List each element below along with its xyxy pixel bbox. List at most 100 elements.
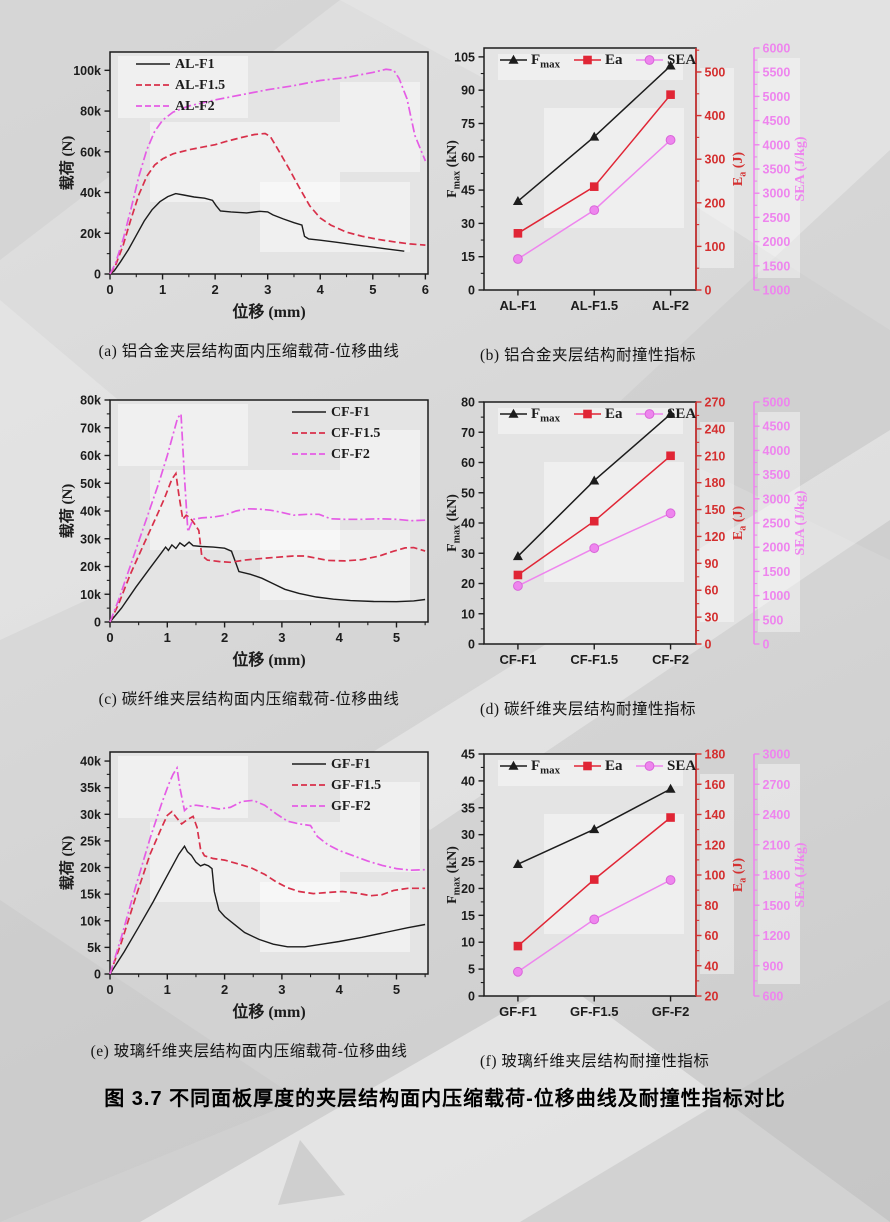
svg-text:位移 (mm): 位移 (mm) — [232, 650, 305, 669]
svg-text:5: 5 — [468, 963, 475, 977]
svg-text:5: 5 — [393, 982, 400, 997]
series-SEA — [513, 135, 676, 264]
svg-text:40: 40 — [461, 517, 475, 531]
svg-text:200: 200 — [705, 196, 726, 210]
svg-text:100k: 100k — [73, 64, 101, 78]
svg-text:GF-F2: GF-F2 — [331, 799, 371, 814]
svg-text:4000: 4000 — [763, 444, 791, 458]
chart-indicators-glass: 0 5 10 15 20 25 30 35 40 45 GF-F1 GF-F1.5 GF-F2 Fmax … — [444, 736, 844, 1071]
svg-text:160: 160 — [705, 778, 726, 792]
svg-text:40k: 40k — [80, 755, 101, 769]
svg-text:2100: 2100 — [763, 838, 791, 852]
series-Ea — [513, 90, 675, 238]
axis-sea: 0 500 1000 1500 2000 2500 3000 3500 4000 4500 5000 — [753, 396, 791, 652]
svg-text:1: 1 — [159, 282, 166, 297]
svg-text:80k: 80k — [80, 105, 101, 119]
svg-text:1: 1 — [164, 982, 171, 997]
svg-text:3000: 3000 — [763, 187, 791, 201]
svg-text:Fmax: Fmax — [531, 758, 561, 777]
legend: Fmax Ea SEA — [500, 758, 696, 777]
svg-text:SEA (J/kg): SEA (J/kg) — [793, 490, 808, 555]
axes: 0 1 2 3 4 5 0 5k 10k 15k 20k 25k 30k 35k 40k — [80, 751, 429, 997]
svg-text:GF-F1.5: GF-F1.5 — [570, 1004, 618, 1019]
axis-ea: 0 100 200 300 400 500 — [695, 48, 726, 298]
svg-text:10k: 10k — [80, 588, 101, 602]
svg-text:70k: 70k — [80, 421, 101, 435]
svg-text:2: 2 — [221, 982, 228, 997]
svg-text:0: 0 — [468, 990, 475, 1004]
svg-text:2: 2 — [212, 282, 219, 297]
axis-sea: 600 900 1200 1500 1800 2100 2400 2700 3000 — [753, 748, 791, 1004]
legend: GF-F1 GF-F1.5 GF-F2 — [292, 757, 381, 814]
svg-text:270: 270 — [705, 396, 726, 410]
axis-sea: 1000 1500 2000 2500 3000 3500 4000 4500 5000 5500… — [753, 42, 791, 298]
svg-text:45: 45 — [461, 748, 475, 762]
svg-text:80k: 80k — [80, 394, 101, 408]
svg-text:5500: 5500 — [763, 66, 791, 80]
svg-text:40k: 40k — [80, 186, 101, 200]
chart-b-canvas: 0 15 30 45 60 75 90 105 AL-F1 AL-F1.5 AL-F2 Fmax (k… — [445, 42, 808, 314]
svg-text:5: 5 — [369, 282, 376, 297]
svg-text:60k: 60k — [80, 449, 101, 463]
svg-text:150: 150 — [705, 503, 726, 517]
svg-text:180: 180 — [705, 476, 726, 490]
series-Fmax — [512, 60, 676, 205]
svg-text:40: 40 — [705, 959, 719, 973]
svg-text:1000: 1000 — [763, 284, 791, 298]
svg-text:Ea (J): Ea (J) — [731, 506, 749, 541]
chart-b-caption: (b) 铝合金夹层结构耐撞性指标 — [480, 347, 696, 364]
svg-text:AL-F1.5: AL-F1.5 — [570, 298, 618, 313]
svg-text:0: 0 — [94, 616, 101, 630]
svg-text:210: 210 — [705, 449, 726, 463]
svg-text:0: 0 — [106, 630, 113, 645]
svg-text:80: 80 — [705, 899, 719, 913]
svg-text:900: 900 — [763, 959, 784, 973]
svg-text:90: 90 — [705, 557, 719, 571]
svg-text:SEA (J/kg): SEA (J/kg) — [793, 842, 808, 907]
chart-load-displacement-aluminum: 0 1 2 3 4 5 6 0 20k 40k 60k 80k 100k 位移 (mm) 载荷 (N) AL-… — [58, 38, 440, 361]
svg-text:140: 140 — [705, 808, 726, 822]
svg-text:20k: 20k — [80, 560, 101, 574]
svg-text:Ea: Ea — [605, 406, 623, 422]
svg-text:3500: 3500 — [763, 163, 791, 177]
svg-text:CF-F1.5: CF-F1.5 — [570, 652, 618, 667]
svg-text:3: 3 — [278, 982, 285, 997]
series-Ea — [513, 451, 675, 580]
chart-indicators-aluminum: 0 15 30 45 60 75 90 105 AL-F1 AL-F1.5 AL-F2 Fmax (k… — [444, 30, 844, 365]
svg-text:20k: 20k — [80, 227, 101, 241]
svg-text:1500: 1500 — [763, 259, 791, 273]
svg-text:Fmax: Fmax — [531, 406, 561, 425]
svg-text:3000: 3000 — [763, 492, 791, 506]
svg-text:SEA: SEA — [667, 758, 696, 774]
legend: Fmax Ea SEA — [500, 52, 696, 71]
series-AL-F1.5 — [109, 132, 426, 275]
svg-text:4500: 4500 — [763, 114, 791, 128]
chart-load-displacement-carbon: 0 1 2 3 4 5 0 10k 20k 30k 40k 50k 60k 70k 80k 位移 (mm) 载荷… — [58, 386, 440, 709]
svg-text:35k: 35k — [80, 781, 101, 795]
svg-text:AL-F1: AL-F1 — [499, 298, 536, 313]
series-Fmax — [512, 783, 676, 869]
chart-f-canvas: 0 5 10 15 20 25 30 35 40 45 GF-F1 GF-F1.5 GF-F2 Fmax … — [445, 748, 808, 1020]
svg-text:6: 6 — [422, 282, 429, 297]
svg-text:10: 10 — [461, 936, 475, 950]
svg-text:30: 30 — [705, 611, 719, 625]
svg-text:2000: 2000 — [763, 541, 791, 555]
svg-text:60: 60 — [705, 584, 719, 598]
svg-text:180: 180 — [705, 748, 726, 762]
axis-ea: 20 40 60 80 100 120 140 160 180 — [695, 748, 726, 1004]
svg-text:AL-F1.5: AL-F1.5 — [175, 78, 225, 93]
svg-text:120: 120 — [705, 838, 726, 852]
chart-c-canvas: 0 1 2 3 4 5 0 10k 20k 30k 40k 50k 60k 70k 80k 位移 (mm) 载荷… — [58, 394, 429, 669]
svg-text:3000: 3000 — [763, 748, 791, 762]
svg-text:40k: 40k — [80, 505, 101, 519]
axes: 0 1 2 3 4 5 0 10k 20k 30k 40k 50k 60k 70k 80k — [80, 394, 429, 645]
svg-text:1200: 1200 — [763, 929, 791, 943]
svg-text:20k: 20k — [80, 861, 101, 875]
series-SEA — [513, 508, 676, 591]
svg-text:0: 0 — [468, 638, 475, 652]
svg-text:CF-F1: CF-F1 — [331, 405, 370, 420]
svg-text:5000: 5000 — [763, 396, 791, 410]
chart-a-caption: (a) 铝合金夹层结构面内压缩载荷-位移曲线 — [98, 343, 400, 360]
svg-text:位移 (mm): 位移 (mm) — [232, 1002, 305, 1021]
